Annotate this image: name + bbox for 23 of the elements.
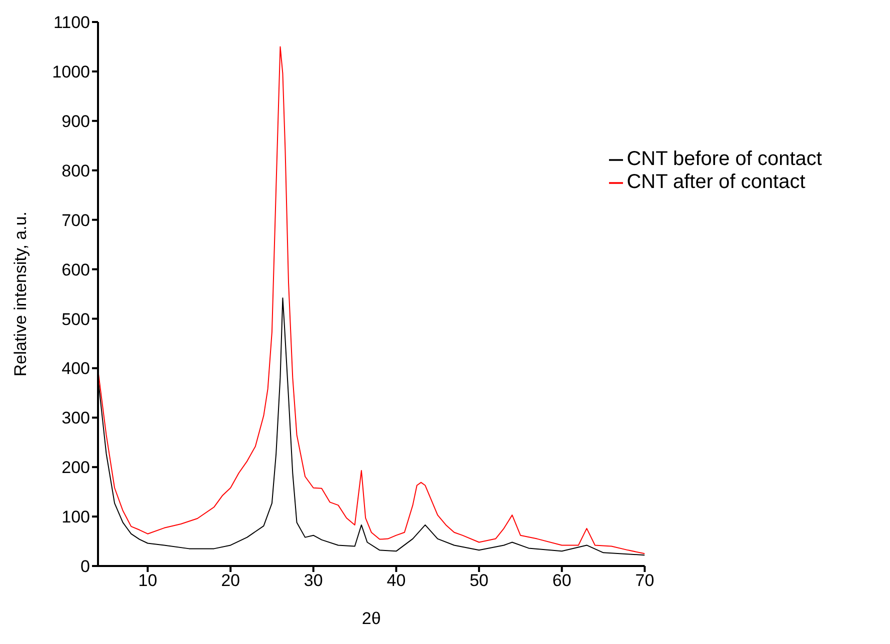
legend-label: CNT after of contact <box>626 171 806 193</box>
x-tick-label: 30 <box>304 571 323 590</box>
y-tick-label: 500 <box>62 310 90 329</box>
x-tick-label: 40 <box>386 571 406 590</box>
x-axis-title: 2θ <box>362 609 381 628</box>
y-tick-label: 100 <box>62 508 90 527</box>
legend-label: CNT before of contact <box>626 148 822 170</box>
y-tick-label: 800 <box>62 161 90 180</box>
x-tick-label: 50 <box>470 571 488 590</box>
y-tick-label: 0 <box>80 557 90 576</box>
y-tick-label: 900 <box>62 112 90 131</box>
y-tick-label: 400 <box>62 359 90 378</box>
y-axis-title: Relative intensity, a.u. <box>11 211 30 377</box>
y-tick-label: 600 <box>62 260 90 280</box>
x-tick-label: 20 <box>221 571 240 590</box>
y-tick-label: 700 <box>62 210 90 230</box>
x-tick-label: 60 <box>552 571 572 590</box>
y-tick-label: 1000 <box>52 62 90 82</box>
y-tick-label: 200 <box>62 458 90 478</box>
x-tick-label: 70 <box>635 571 654 590</box>
y-tick-label: 1100 <box>53 13 90 32</box>
y-tick-label: 300 <box>62 408 90 428</box>
x-tick-label: 10 <box>138 571 158 590</box>
